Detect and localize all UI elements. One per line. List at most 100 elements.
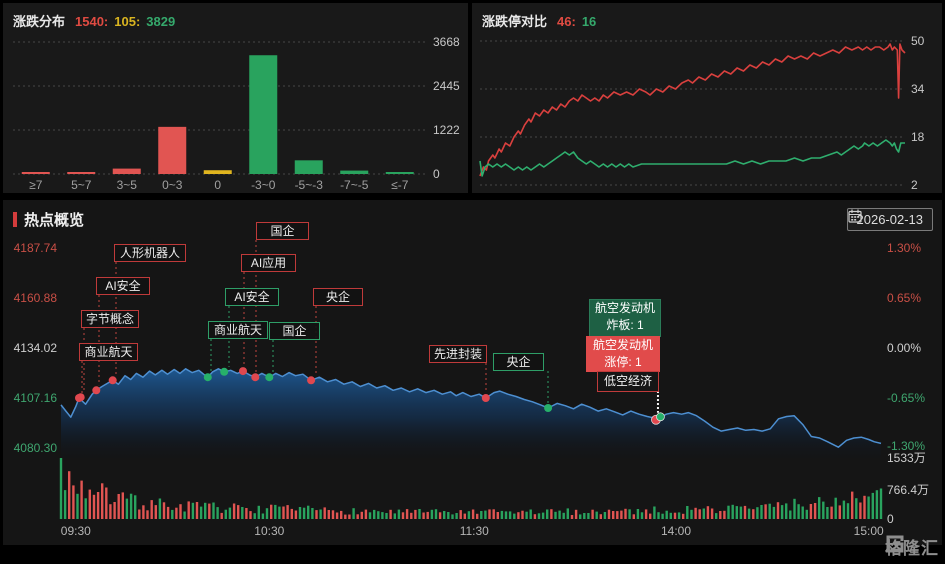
volume-bar: [224, 509, 227, 519]
date-picker[interactable]: 2026-02-13: [846, 208, 933, 231]
volume-bar: [673, 512, 677, 519]
volume-bar: [331, 510, 335, 519]
volume-bar: [496, 512, 499, 519]
volume-bar: [158, 498, 162, 519]
event-dot: [265, 373, 274, 382]
volume-bar: [550, 509, 553, 519]
volume-bar: [166, 506, 170, 519]
volume-bar: [459, 510, 462, 519]
volume-bar: [813, 503, 817, 519]
distribution-header: 涨跌分布 1540: 105: 3829: [13, 11, 175, 30]
volume-bar: [80, 480, 83, 519]
volume-bar: [558, 510, 561, 519]
hotspot-tag[interactable]: 国企: [269, 322, 320, 340]
volume-bar: [216, 507, 219, 519]
hotspot-tag[interactable]: AI应用: [241, 254, 296, 272]
dist-bars: ≥7 5~7 3~5 0~3 0 -3~0 -5~-3 -7~-5 ≤-7: [21, 55, 414, 192]
hotspot-tag[interactable]: 字节概念: [81, 310, 139, 328]
volume-axis-label: 1533万: [887, 451, 926, 465]
volume-bar: [785, 503, 788, 519]
volume-bar: [579, 514, 582, 519]
volume-bar: [340, 510, 343, 519]
volume-bar: [356, 514, 359, 519]
limit-compare-chart: 50 34 18 2: [479, 34, 925, 192]
limit-compare-counts: 46: 16: [557, 14, 596, 29]
volume-bar: [859, 502, 862, 519]
volume-bar: [620, 510, 623, 519]
volume-bar: [88, 489, 91, 519]
volume-bar: [624, 508, 627, 519]
limit-series-limit-up: [479, 43, 906, 177]
volume-bar: [162, 502, 166, 519]
limit-compare-title: 涨跌停对比: [482, 14, 548, 29]
volume-bar: [134, 495, 137, 519]
volume-bar: [298, 507, 302, 519]
volume-bar: [599, 514, 602, 519]
hotspot-tag[interactable]: AI安全: [96, 277, 150, 295]
right-axis-label: 0.00%: [887, 341, 921, 355]
volume-bar: [319, 509, 322, 519]
limit-compare-header: 涨跌停对比 46: 16: [482, 11, 596, 30]
volume-axis-label: 766.4万: [887, 483, 929, 497]
dist-category-label: -7~-5: [340, 178, 369, 192]
volume-bar: [768, 503, 771, 519]
volume-bar: [525, 511, 528, 519]
volume-bar: [554, 511, 557, 519]
volume-bar: [302, 507, 306, 519]
volume-bar: [476, 513, 479, 519]
event-tooltip: 低空经济: [597, 371, 659, 392]
dist-gridlines: 0 1222 2445 3668: [13, 35, 460, 181]
volume-bar: [129, 493, 133, 519]
volume-bar: [360, 511, 363, 519]
dist-bar: [340, 170, 369, 174]
event-dot: [108, 376, 117, 385]
hotspot-tag[interactable]: 商业航天: [208, 321, 268, 339]
hotspot-tag[interactable]: 央企: [493, 353, 544, 371]
volume-bar: [344, 514, 347, 519]
volume-bar: [286, 505, 289, 519]
volume-bar: [228, 507, 232, 519]
distribution-counts: 1540: 105: 3829: [75, 14, 175, 29]
event-dot: [481, 394, 490, 402]
time-label: 15:00: [854, 524, 884, 538]
left-axis-label: 4080.30: [14, 441, 58, 455]
hotspot-tag[interactable]: 人形机器人: [114, 244, 186, 262]
volume-bar: [760, 505, 763, 519]
volume-bar: [587, 513, 590, 519]
hotspot-tag[interactable]: AI安全: [225, 288, 279, 306]
time-label: 09:30: [61, 524, 91, 538]
hotspot-tag[interactable]: 商业航天: [79, 343, 138, 361]
volume-bar: [562, 512, 565, 519]
volume-bar: [208, 503, 211, 519]
hotspot-tag[interactable]: 央企: [313, 288, 363, 306]
event-dot: [251, 373, 260, 382]
event-markers: [75, 240, 553, 412]
volume-bar: [546, 509, 549, 519]
volume-bar: [628, 509, 631, 519]
hotspot-tag[interactable]: 先进封装: [429, 345, 487, 363]
price-line: [60, 368, 882, 448]
time-label: 10:30: [254, 524, 284, 538]
volume-bar: [377, 511, 380, 519]
volume-bar: [632, 514, 635, 519]
distribution-panel: 涨跌分布 1540: 105: 3829 0 1222 2445 3668 ≥7 5~7 3…: [3, 3, 468, 193]
dist-bar: [249, 55, 278, 175]
date-value: 2026-02-13: [856, 212, 924, 227]
volume-bar: [455, 513, 458, 519]
volume-bar: [72, 485, 75, 519]
volume-bar: [537, 513, 541, 519]
volume-bar: [294, 510, 298, 519]
volume-bar: [871, 492, 874, 519]
volume-bar: [348, 514, 351, 519]
volume-bar: [595, 511, 598, 519]
volume-bar: [780, 505, 784, 519]
volume-bar: [253, 513, 256, 519]
volume-bar: [199, 506, 203, 519]
volume-bar: [109, 504, 112, 519]
limit-down-count: 16: [581, 14, 597, 29]
volume-bar: [121, 492, 124, 519]
volume-bar: [727, 505, 730, 519]
hotspot-tag[interactable]: 国企: [256, 222, 309, 240]
volume-bar: [541, 512, 545, 519]
volume-bar: [834, 497, 837, 519]
